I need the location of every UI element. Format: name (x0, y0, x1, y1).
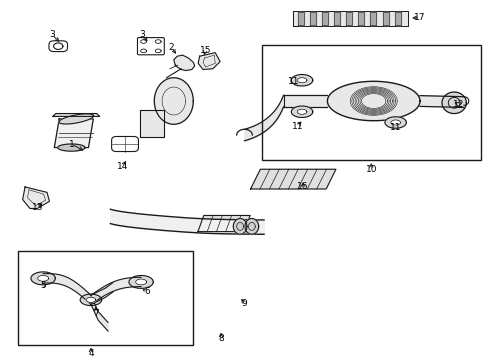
Polygon shape (370, 12, 376, 25)
Polygon shape (141, 40, 146, 43)
Text: 2: 2 (168, 43, 174, 52)
Polygon shape (244, 219, 258, 234)
Polygon shape (154, 78, 193, 124)
Text: 9: 9 (241, 299, 247, 308)
Text: 17: 17 (413, 13, 425, 22)
Polygon shape (80, 294, 102, 306)
Polygon shape (173, 55, 194, 71)
Polygon shape (250, 169, 335, 189)
Polygon shape (334, 12, 340, 25)
Polygon shape (297, 109, 306, 114)
Polygon shape (155, 40, 161, 43)
Bar (18, 252, 193, 345)
Text: 11: 11 (287, 77, 298, 86)
Text: 1: 1 (68, 140, 74, 149)
Text: 3: 3 (139, 30, 144, 39)
Polygon shape (135, 279, 146, 285)
Text: 16: 16 (297, 183, 308, 192)
Polygon shape (58, 144, 85, 151)
Polygon shape (297, 78, 306, 83)
Text: 5: 5 (40, 281, 46, 290)
Polygon shape (419, 96, 463, 107)
Polygon shape (390, 120, 400, 125)
Polygon shape (38, 275, 48, 281)
Polygon shape (31, 272, 55, 285)
Text: 12: 12 (452, 100, 464, 109)
Polygon shape (54, 43, 63, 49)
FancyBboxPatch shape (137, 37, 164, 55)
Polygon shape (346, 12, 352, 25)
Text: 15: 15 (199, 46, 211, 55)
Text: 11: 11 (292, 122, 303, 131)
Text: 11: 11 (389, 123, 401, 132)
Text: 7: 7 (93, 309, 99, 318)
Polygon shape (141, 49, 146, 53)
Polygon shape (394, 12, 400, 25)
Polygon shape (22, 187, 49, 208)
Text: 14: 14 (117, 162, 128, 171)
Polygon shape (309, 12, 316, 25)
Polygon shape (140, 110, 163, 137)
Polygon shape (198, 216, 249, 231)
Polygon shape (327, 81, 419, 121)
Text: 6: 6 (144, 287, 149, 296)
FancyBboxPatch shape (111, 136, 138, 152)
Polygon shape (298, 12, 304, 25)
Text: 8: 8 (218, 334, 224, 343)
Text: 4: 4 (88, 349, 94, 358)
Text: 13: 13 (31, 203, 43, 212)
Polygon shape (59, 114, 93, 124)
Polygon shape (283, 95, 327, 107)
Polygon shape (233, 219, 246, 234)
Polygon shape (291, 106, 312, 117)
Polygon shape (53, 113, 100, 116)
Polygon shape (129, 275, 153, 288)
Text: 3: 3 (49, 30, 55, 39)
Polygon shape (441, 92, 466, 113)
FancyBboxPatch shape (49, 41, 67, 51)
Polygon shape (384, 117, 406, 128)
Polygon shape (322, 12, 327, 25)
Polygon shape (155, 49, 161, 53)
Polygon shape (382, 12, 388, 25)
Polygon shape (291, 75, 312, 86)
Polygon shape (198, 53, 220, 69)
Polygon shape (54, 119, 93, 148)
Bar (261, 45, 480, 160)
Polygon shape (293, 12, 407, 26)
Polygon shape (86, 297, 96, 302)
Text: 10: 10 (365, 165, 376, 174)
Polygon shape (358, 12, 364, 25)
